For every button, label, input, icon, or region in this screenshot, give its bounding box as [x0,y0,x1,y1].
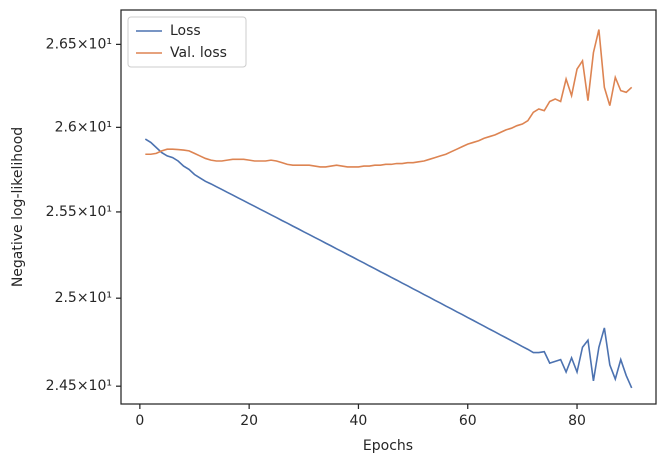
y-tick-label: 2.55×10¹ [46,204,112,220]
line-series [145,29,633,168]
x-tick-label: 0 [135,413,144,429]
legend-label: Loss [170,23,201,39]
y-axis-label: Negative log-likelihood [10,127,26,287]
legend-box [127,16,247,68]
plot-frame [120,9,657,405]
x-tick-label: 20 [240,413,258,429]
x-tick-label: 40 [350,413,368,429]
legend-label: Val. loss [170,45,227,61]
x-axis-label: Epochs [363,438,413,454]
y-tick-label: 2.6×10¹ [55,119,112,135]
y-tick-label: 2.45×10¹ [46,378,112,394]
y-tick-label: 2.5×10¹ [55,290,112,306]
y-tick-label: 2.65×10¹ [46,36,112,52]
x-tick-label: 60 [459,413,477,429]
x-tick-label: 80 [568,413,586,429]
line-series [144,138,633,389]
